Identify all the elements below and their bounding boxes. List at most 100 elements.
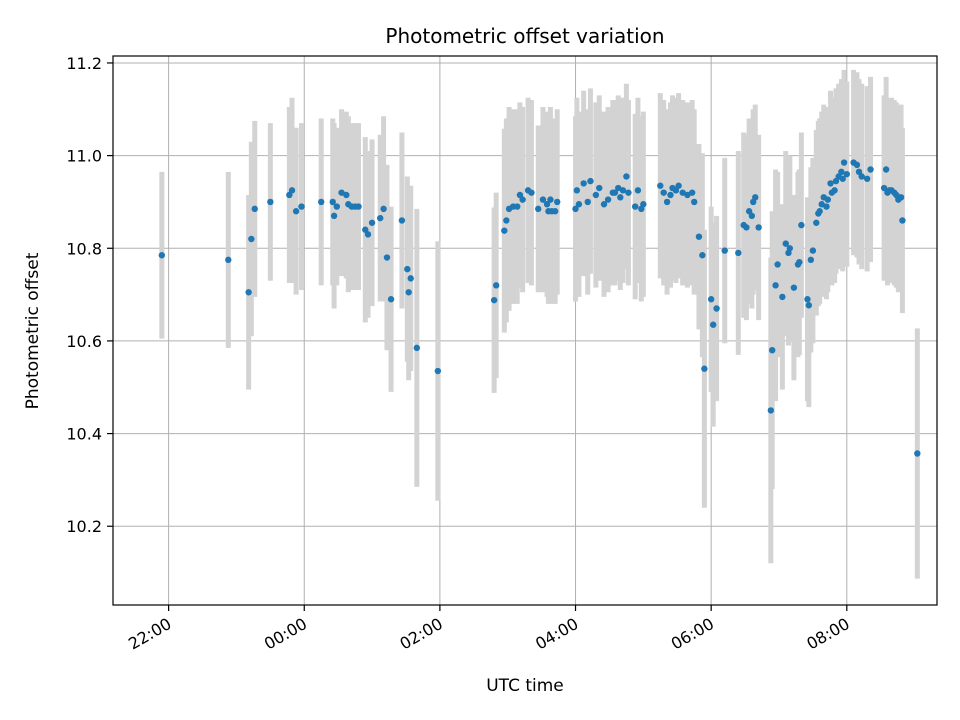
data-point xyxy=(867,166,874,173)
data-point xyxy=(721,247,728,254)
data-point xyxy=(343,191,350,199)
data-point xyxy=(245,289,252,296)
data-point xyxy=(707,296,715,303)
data-point xyxy=(413,344,421,352)
y-tick-label-3: 10.8 xyxy=(66,239,102,258)
data-point xyxy=(329,198,336,206)
data-point xyxy=(807,256,815,264)
data-point xyxy=(248,235,255,243)
data-point xyxy=(816,208,823,215)
data-point xyxy=(288,187,296,194)
data-point xyxy=(709,321,717,328)
data-point xyxy=(813,219,820,226)
data-point xyxy=(699,252,706,259)
data-point xyxy=(380,205,387,213)
data-point xyxy=(492,282,500,289)
y-tick-label-0: 10.2 xyxy=(66,517,102,536)
data-point xyxy=(663,198,671,206)
data-point xyxy=(405,289,412,296)
data-point xyxy=(551,208,559,215)
data-point xyxy=(625,189,632,196)
data-point xyxy=(584,198,591,206)
data-point xyxy=(617,194,624,201)
data-point xyxy=(619,187,627,194)
data-point xyxy=(604,196,612,203)
data-point xyxy=(691,198,698,206)
data-point xyxy=(823,203,830,210)
data-point xyxy=(611,189,619,196)
data-point xyxy=(587,177,594,185)
y-tick-label-5: 11.2 xyxy=(66,54,102,73)
data-point xyxy=(640,201,647,208)
data-point xyxy=(798,221,805,229)
data-point xyxy=(863,175,871,182)
data-point xyxy=(855,168,863,176)
data-point xyxy=(434,367,442,375)
data-point xyxy=(914,450,921,457)
y-axis-title: Photometric offset xyxy=(23,252,43,409)
data-point xyxy=(600,201,608,208)
data-point xyxy=(818,201,825,208)
data-point xyxy=(501,227,508,234)
data-point xyxy=(298,203,305,210)
data-point xyxy=(364,231,372,238)
data-point xyxy=(745,208,753,215)
data-point-layer xyxy=(158,159,921,457)
data-point xyxy=(882,166,890,173)
data-point xyxy=(355,203,362,210)
data-point xyxy=(158,252,166,259)
data-point xyxy=(514,203,521,210)
data-point xyxy=(672,187,680,194)
data-point xyxy=(543,201,551,208)
data-point xyxy=(796,258,803,266)
data-point xyxy=(701,365,708,372)
data-point xyxy=(333,203,341,210)
data-point xyxy=(286,191,293,199)
data-point xyxy=(688,189,696,196)
data-point xyxy=(330,212,338,220)
data-point xyxy=(809,247,817,254)
data-point xyxy=(679,189,686,196)
data-point xyxy=(832,177,840,185)
data-point xyxy=(383,254,391,261)
data-point xyxy=(539,196,547,203)
data-point xyxy=(267,198,274,206)
data-point xyxy=(824,196,832,203)
data-point xyxy=(897,194,905,201)
data-point xyxy=(779,293,786,301)
data-point xyxy=(554,198,561,206)
data-point xyxy=(362,226,369,233)
data-point xyxy=(853,161,861,169)
data-point xyxy=(519,196,526,203)
data-point xyxy=(755,224,762,231)
data-point xyxy=(880,184,888,192)
data-point xyxy=(843,170,851,178)
data-point xyxy=(752,194,759,201)
data-point xyxy=(632,203,639,210)
data-point xyxy=(713,305,720,312)
chart-title: Photometric offset variation xyxy=(385,24,664,48)
y-axis: 10.2 10.4 10.6 10.8 11.0 11.2 xyxy=(66,54,113,536)
data-point xyxy=(667,191,674,199)
data-point xyxy=(748,212,756,220)
data-point xyxy=(251,205,258,213)
plot-frame xyxy=(112,55,938,606)
x-axis-title: UTC time xyxy=(486,676,564,696)
data-point xyxy=(772,282,779,289)
data-point xyxy=(831,187,838,194)
data-point xyxy=(675,182,682,189)
data-point xyxy=(596,184,603,192)
data-point xyxy=(318,198,325,206)
data-point xyxy=(490,296,498,304)
data-point xyxy=(743,224,750,231)
data-point xyxy=(774,261,781,268)
data-point xyxy=(839,175,846,182)
data-point xyxy=(572,205,579,213)
y-tick-label-1: 10.4 xyxy=(66,425,102,444)
data-point xyxy=(634,187,642,194)
data-point xyxy=(535,205,542,213)
data-point xyxy=(580,180,587,187)
data-point xyxy=(573,187,581,194)
